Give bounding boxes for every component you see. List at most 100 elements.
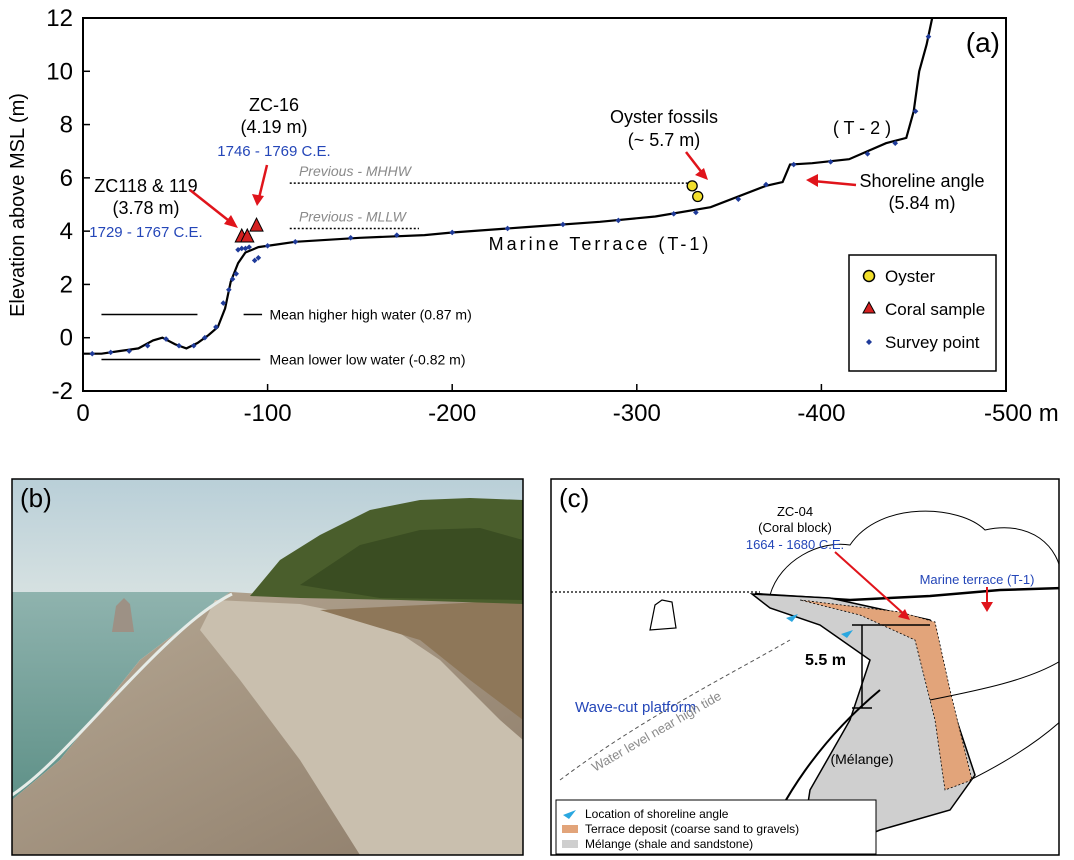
shoreline-elevation: (5.84 m) — [888, 193, 955, 213]
survey-point — [229, 276, 236, 282]
y-tick-label: 10 — [46, 58, 73, 85]
sketch-cloud-outline — [769, 510, 1059, 596]
survey-point — [176, 342, 182, 349]
legend-survey-marker — [866, 339, 872, 345]
legend-coral-label: Coral sample — [885, 300, 985, 319]
panel-c-frame — [550, 478, 1060, 856]
legend-terrace-swatch — [562, 825, 578, 833]
previous-mllw-label: Previous - MLLW — [299, 208, 408, 224]
survey-point — [735, 196, 742, 202]
survey-point — [790, 161, 797, 168]
legend-melange-swatch — [562, 840, 578, 848]
arrow-shoreline-head — [806, 174, 818, 187]
panel-c-label: (c) — [559, 483, 589, 513]
zc118-elevation: (3.78 m) — [112, 198, 179, 218]
legend-terrace-label: Terrace deposit (coarse sand to gravels) — [585, 822, 799, 836]
t2-label: ( T - 2 ) — [833, 118, 891, 138]
survey-point — [107, 349, 114, 356]
y-tick-label: 12 — [46, 5, 73, 32]
oyster-title: Oyster fossils — [610, 107, 718, 127]
photo-sea-stack — [112, 598, 134, 632]
survey-point — [560, 221, 566, 228]
arrow-zc16-head — [252, 194, 264, 206]
survey-point — [670, 211, 677, 217]
survey-point — [238, 245, 245, 252]
survey-point — [144, 342, 151, 349]
legend-oyster-marker — [862, 269, 876, 283]
coral-sample-point — [239, 227, 255, 243]
survey-point — [693, 209, 699, 216]
legend-coral-marker — [862, 300, 876, 314]
y-tick-label: 8 — [60, 112, 73, 139]
legend-oyster-label: Oyster — [885, 267, 935, 286]
plot-frame — [82, 17, 1007, 392]
survey-point — [292, 239, 299, 245]
zc16-title: ZC-16 — [249, 95, 299, 115]
survey-point — [925, 33, 932, 40]
survey-point — [504, 225, 511, 232]
arrow-shoreline — [812, 179, 857, 187]
oyster-point — [692, 190, 704, 203]
zc16-elevation: (4.19 m) — [240, 117, 307, 137]
survey-point — [449, 229, 455, 236]
chart-legend: Oyster Coral sample Survey point — [848, 254, 997, 372]
topographic-profile-line — [83, 17, 934, 355]
survey-point — [246, 244, 252, 250]
survey-point — [233, 270, 240, 277]
annotation-arrows — [189, 151, 857, 228]
arrow-zc16 — [257, 164, 269, 199]
y-tick-label: -2 — [52, 378, 73, 405]
zc118-date: 1729 - 1767 C.E. — [89, 224, 202, 241]
sketch-legend-box — [555, 799, 877, 855]
survey-point — [347, 235, 354, 241]
panel-a-label: (a) — [966, 27, 1000, 58]
y-tick-label: 4 — [60, 218, 73, 245]
shoreline-angle-marker-2 — [841, 630, 853, 638]
coral-sample-point — [249, 216, 264, 232]
sketch-right-ridge-2 — [969, 721, 1059, 781]
sketch-arrow-terrace-head — [981, 602, 993, 612]
survey-point — [213, 324, 219, 330]
x-tick-label: -100 — [244, 400, 292, 427]
legend-survey-label: Survey point — [885, 333, 980, 352]
survey-point — [264, 242, 271, 249]
x-tick-label: -200 — [428, 400, 476, 427]
y-tick-label: 6 — [60, 165, 73, 192]
sketch-legend: Location of shoreline angle Terrace depo… — [555, 799, 877, 855]
sketch-terrace-deposit — [799, 599, 973, 791]
survey-point — [220, 300, 227, 306]
panel-b-label: (b) — [20, 483, 52, 513]
photo-cliff — [200, 600, 523, 855]
arrow-oyster — [685, 151, 704, 175]
y-axis-label: Elevation above MSL (m) — [7, 93, 29, 317]
arrow-oyster-head — [695, 168, 708, 180]
photo-surf — [12, 592, 233, 797]
x-tick-label: -400 — [797, 400, 845, 427]
photo-dry-grass — [320, 600, 523, 720]
survey-point — [163, 336, 169, 342]
x-tick-label: -500 m — [984, 400, 1059, 427]
oyster-point — [686, 180, 698, 192]
survey-point — [126, 348, 132, 354]
x-tick-label: -300 — [613, 400, 661, 427]
zc04-sub: (Coral block) — [758, 520, 832, 535]
legend-melange-label: Mélange (shale and sandstone) — [585, 837, 753, 851]
survey-point — [251, 257, 258, 264]
shoreline-title: Shoreline angle — [859, 171, 984, 191]
survey-point — [226, 286, 232, 293]
survey-point — [394, 232, 400, 238]
survey-point — [190, 342, 197, 349]
panel-b-photo — [12, 479, 523, 855]
sketch-arrow-zc04 — [834, 551, 906, 616]
panel-c-sketch — [551, 510, 1059, 855]
survey-point — [202, 334, 208, 341]
mhhw-label: Mean higher high water (0.87 m) — [269, 307, 471, 323]
survey-point — [864, 151, 871, 157]
survey-point — [235, 246, 241, 253]
x-tick-label: 0 — [76, 400, 89, 427]
previous-mhhw-label: Previous - MHHW — [299, 163, 413, 179]
legend-shoreline-label: Location of shoreline angle — [585, 807, 729, 821]
survey-point — [827, 159, 834, 165]
